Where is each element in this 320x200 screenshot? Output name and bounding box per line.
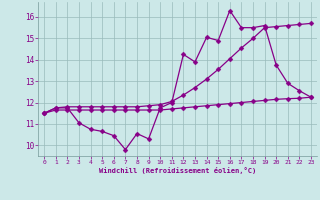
X-axis label: Windchill (Refroidissement éolien,°C): Windchill (Refroidissement éolien,°C) bbox=[99, 167, 256, 174]
